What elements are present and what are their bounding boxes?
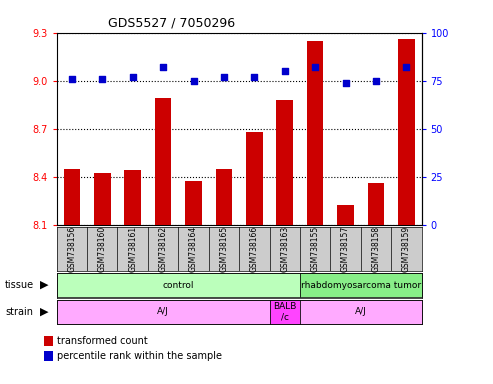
Text: GSM738165: GSM738165 <box>219 225 228 272</box>
Bar <box>246 132 263 225</box>
Point <box>129 74 137 80</box>
Text: strain: strain <box>5 307 33 317</box>
Bar <box>337 205 354 225</box>
Bar <box>155 98 172 225</box>
Point <box>342 79 350 86</box>
Bar <box>398 39 415 225</box>
Text: percentile rank within the sample: percentile rank within the sample <box>57 351 222 361</box>
Text: tissue: tissue <box>5 280 34 290</box>
Text: GSM738156: GSM738156 <box>68 225 76 272</box>
Bar <box>277 100 293 225</box>
Text: GSM738161: GSM738161 <box>128 225 137 272</box>
Text: GSM738162: GSM738162 <box>159 225 168 272</box>
Text: GSM738163: GSM738163 <box>280 225 289 272</box>
Text: ▶: ▶ <box>40 280 49 290</box>
Text: A/J: A/J <box>355 308 367 316</box>
Bar <box>64 169 80 225</box>
Text: GSM738157: GSM738157 <box>341 225 350 272</box>
Text: GSM738166: GSM738166 <box>250 225 259 272</box>
Point <box>372 78 380 84</box>
Bar <box>124 170 141 225</box>
Text: GSM738160: GSM738160 <box>98 225 107 272</box>
Point <box>220 74 228 80</box>
FancyBboxPatch shape <box>57 300 270 324</box>
Text: GDS5527 / 7050296: GDS5527 / 7050296 <box>108 17 236 30</box>
FancyBboxPatch shape <box>300 300 422 324</box>
Text: ▶: ▶ <box>40 307 49 317</box>
Point <box>250 74 258 80</box>
FancyBboxPatch shape <box>300 273 422 297</box>
Bar <box>307 41 323 225</box>
Text: A/J: A/J <box>157 308 169 316</box>
Text: GSM738158: GSM738158 <box>371 225 381 272</box>
Bar <box>368 183 384 225</box>
Bar <box>44 351 53 361</box>
Text: rhabdomyosarcoma tumor: rhabdomyosarcoma tumor <box>301 281 421 290</box>
Point <box>402 64 410 70</box>
Bar <box>44 336 53 346</box>
Text: GSM738164: GSM738164 <box>189 225 198 272</box>
Text: transformed count: transformed count <box>57 336 147 346</box>
Bar <box>215 169 232 225</box>
Point <box>98 76 106 82</box>
Text: GSM738159: GSM738159 <box>402 225 411 272</box>
Point <box>159 64 167 70</box>
FancyBboxPatch shape <box>270 300 300 324</box>
Text: BALB
/c: BALB /c <box>273 302 296 322</box>
Text: GSM738155: GSM738155 <box>311 225 319 272</box>
Point <box>281 68 288 74</box>
Bar <box>94 174 110 225</box>
Text: control: control <box>163 281 194 290</box>
Point <box>68 76 76 82</box>
Point <box>311 64 319 70</box>
FancyBboxPatch shape <box>57 273 300 297</box>
Bar <box>185 182 202 225</box>
Point <box>189 78 197 84</box>
